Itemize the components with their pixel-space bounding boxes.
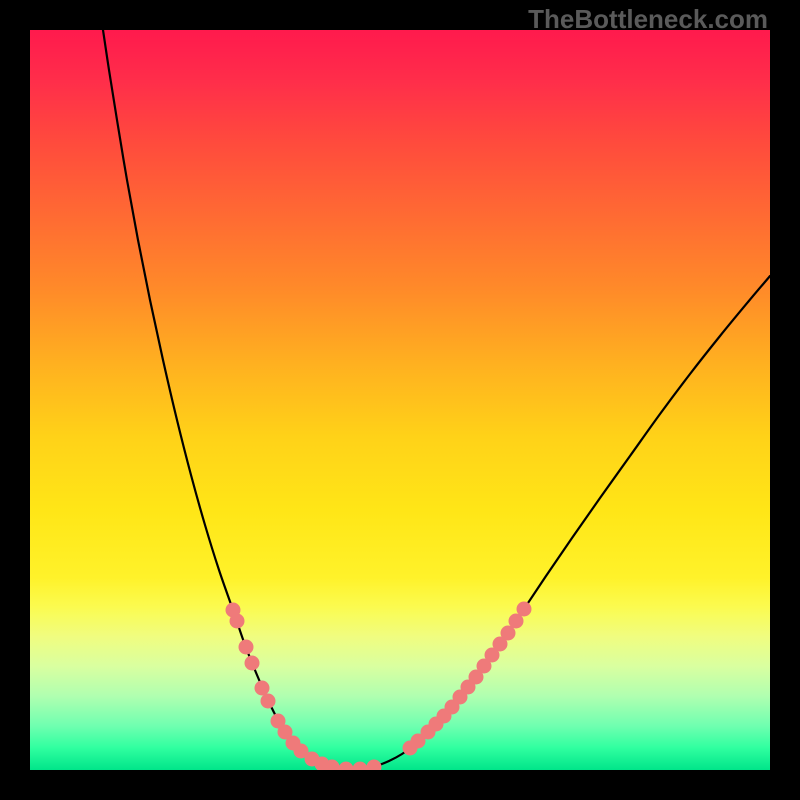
marker-dot (353, 762, 368, 771)
curve-right (350, 276, 770, 770)
chart-stage: TheBottleneck.com (0, 0, 800, 800)
marker-dot (255, 681, 270, 696)
plot-area (30, 30, 770, 770)
chart-svg (30, 30, 770, 770)
marker-dot (517, 602, 532, 617)
marker-dot (261, 694, 276, 709)
marker-dot (239, 640, 254, 655)
marker-dot (230, 614, 245, 629)
markers-right (403, 602, 532, 756)
curve-left (103, 30, 350, 770)
marker-dot (245, 656, 260, 671)
watermark-text: TheBottleneck.com (528, 4, 768, 35)
marker-dot (367, 760, 382, 771)
markers-left (226, 603, 382, 771)
marker-dot (339, 762, 354, 771)
